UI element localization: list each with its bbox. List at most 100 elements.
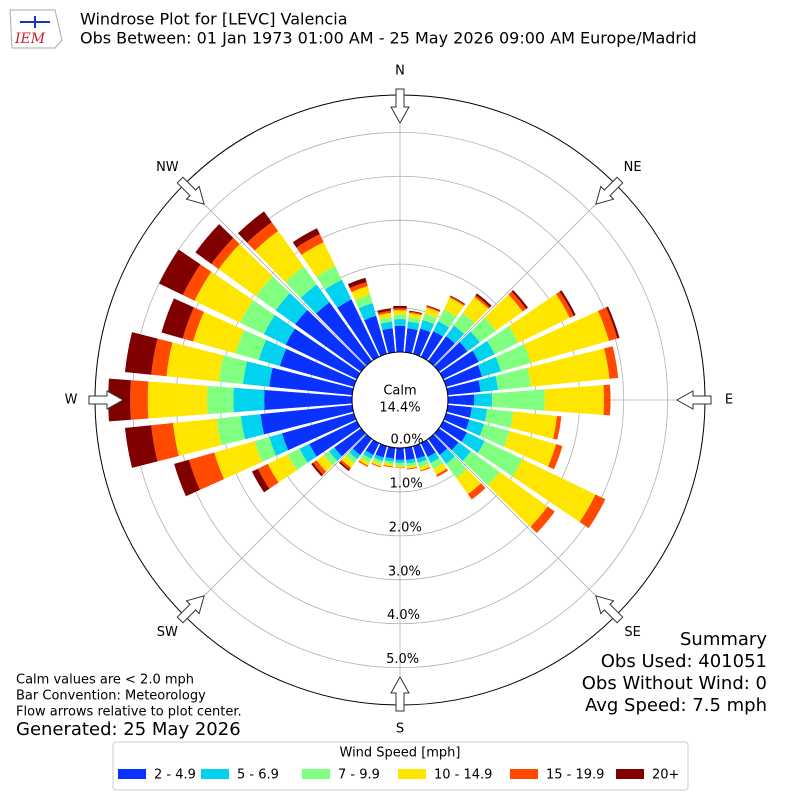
bar-segment bbox=[316, 455, 333, 472]
compass-label: S bbox=[396, 722, 404, 737]
bar-segment bbox=[247, 222, 279, 251]
bar-segment bbox=[260, 404, 354, 435]
bar-segment bbox=[257, 463, 279, 489]
bar-segment bbox=[264, 390, 353, 410]
bar-segment bbox=[553, 415, 562, 440]
bar-segment bbox=[393, 305, 407, 309]
bar-segment bbox=[316, 265, 342, 290]
legend-title: Wind Speed [mph] bbox=[340, 746, 461, 761]
bar-segment bbox=[434, 428, 459, 451]
legend-swatch bbox=[616, 769, 644, 779]
bar-segment bbox=[173, 418, 222, 456]
bar-segment bbox=[420, 331, 444, 361]
compass-label: NW bbox=[156, 160, 179, 175]
bar-segment bbox=[371, 463, 382, 468]
bar-segment bbox=[174, 459, 200, 497]
bar-segment bbox=[487, 471, 548, 527]
compass-label: SW bbox=[157, 625, 178, 640]
bar-segment bbox=[413, 328, 431, 357]
bar-segment bbox=[269, 433, 289, 456]
bar-segment bbox=[340, 459, 352, 470]
bar-segment bbox=[349, 281, 368, 293]
bar-segment bbox=[439, 420, 467, 442]
spoke bbox=[433, 433, 616, 616]
note: Flow arrows relative to plot center. bbox=[16, 705, 242, 720]
flow-arrow bbox=[176, 176, 205, 205]
bar-segment bbox=[395, 467, 405, 468]
bar-segment bbox=[193, 311, 245, 354]
note: Bar Convention: Meteorology bbox=[16, 689, 206, 704]
bar-segment bbox=[235, 329, 267, 361]
bar-segment bbox=[433, 463, 447, 475]
bar-segment bbox=[338, 461, 350, 471]
bar-segment bbox=[296, 234, 324, 255]
bar-segment bbox=[555, 291, 574, 318]
bar-segment bbox=[394, 319, 406, 326]
bar-segment bbox=[395, 459, 405, 463]
bar-segment bbox=[508, 291, 527, 312]
legend-label: 2 - 4.9 bbox=[154, 768, 196, 783]
bar-segment bbox=[446, 325, 465, 344]
bar-segment bbox=[371, 460, 382, 467]
calm-value: 14.4% bbox=[379, 401, 420, 416]
bar-segment bbox=[420, 439, 436, 458]
bar-segment bbox=[406, 466, 418, 470]
legend-swatch bbox=[201, 769, 229, 779]
chart-title: Windrose Plot for [LEVC] Valencia bbox=[80, 10, 348, 29]
r-tick-label: 3.0% bbox=[388, 564, 421, 579]
bar-segment bbox=[523, 310, 609, 364]
bar-segment bbox=[510, 411, 558, 439]
legend-swatch bbox=[398, 769, 426, 779]
bar-segment bbox=[447, 394, 475, 406]
bar-segment bbox=[295, 309, 366, 372]
bar-segment bbox=[384, 460, 394, 465]
bar-segment bbox=[384, 457, 395, 462]
bar-segment bbox=[159, 249, 201, 295]
bar-segment bbox=[161, 298, 194, 339]
bar-segment bbox=[363, 450, 374, 460]
bar-segment bbox=[394, 325, 406, 353]
bar-segment bbox=[218, 244, 273, 297]
bar-segment bbox=[417, 459, 429, 468]
bar-segment bbox=[383, 462, 394, 467]
bar-segment bbox=[461, 432, 485, 453]
bar-segment bbox=[233, 387, 265, 413]
bar-segment bbox=[182, 307, 204, 342]
compass-label: W bbox=[65, 393, 78, 408]
bar-segment bbox=[334, 428, 366, 457]
legend-swatch bbox=[510, 769, 538, 779]
bar-segment bbox=[267, 454, 297, 483]
bar-segment bbox=[301, 242, 336, 277]
flow-arrow bbox=[390, 675, 410, 712]
bar-segment bbox=[484, 408, 514, 428]
bar-segment bbox=[385, 446, 396, 459]
bar-segment bbox=[151, 423, 179, 462]
bar-segment bbox=[393, 308, 407, 311]
bar-segment bbox=[491, 389, 545, 411]
bar-segment bbox=[251, 468, 270, 493]
bar-segment bbox=[258, 339, 287, 366]
bar-segment bbox=[279, 348, 357, 387]
bar-segment bbox=[430, 457, 444, 469]
bar-segment bbox=[395, 462, 405, 466]
legend-label: 15 - 19.9 bbox=[546, 768, 604, 783]
bar-segment bbox=[287, 448, 308, 471]
logo: IEM bbox=[9, 9, 63, 49]
flow-arrow bbox=[390, 88, 410, 125]
bar-segment bbox=[351, 286, 371, 301]
bar-segment bbox=[393, 314, 407, 320]
bar-segment bbox=[166, 342, 224, 382]
bar-segment bbox=[544, 385, 604, 415]
bar-segment bbox=[404, 446, 415, 460]
bar-segment bbox=[436, 468, 448, 477]
r-tick-label: 2.0% bbox=[389, 520, 422, 535]
summary: Avg Speed: 7.5 mph bbox=[585, 695, 767, 716]
bar-segment bbox=[459, 331, 480, 352]
spoke bbox=[184, 184, 367, 367]
bar-segment bbox=[512, 459, 596, 523]
bar-segment bbox=[527, 348, 610, 387]
bar-segment bbox=[419, 463, 431, 471]
spoke bbox=[184, 433, 367, 616]
bar-segment bbox=[443, 365, 483, 387]
bar-segment bbox=[477, 356, 502, 377]
